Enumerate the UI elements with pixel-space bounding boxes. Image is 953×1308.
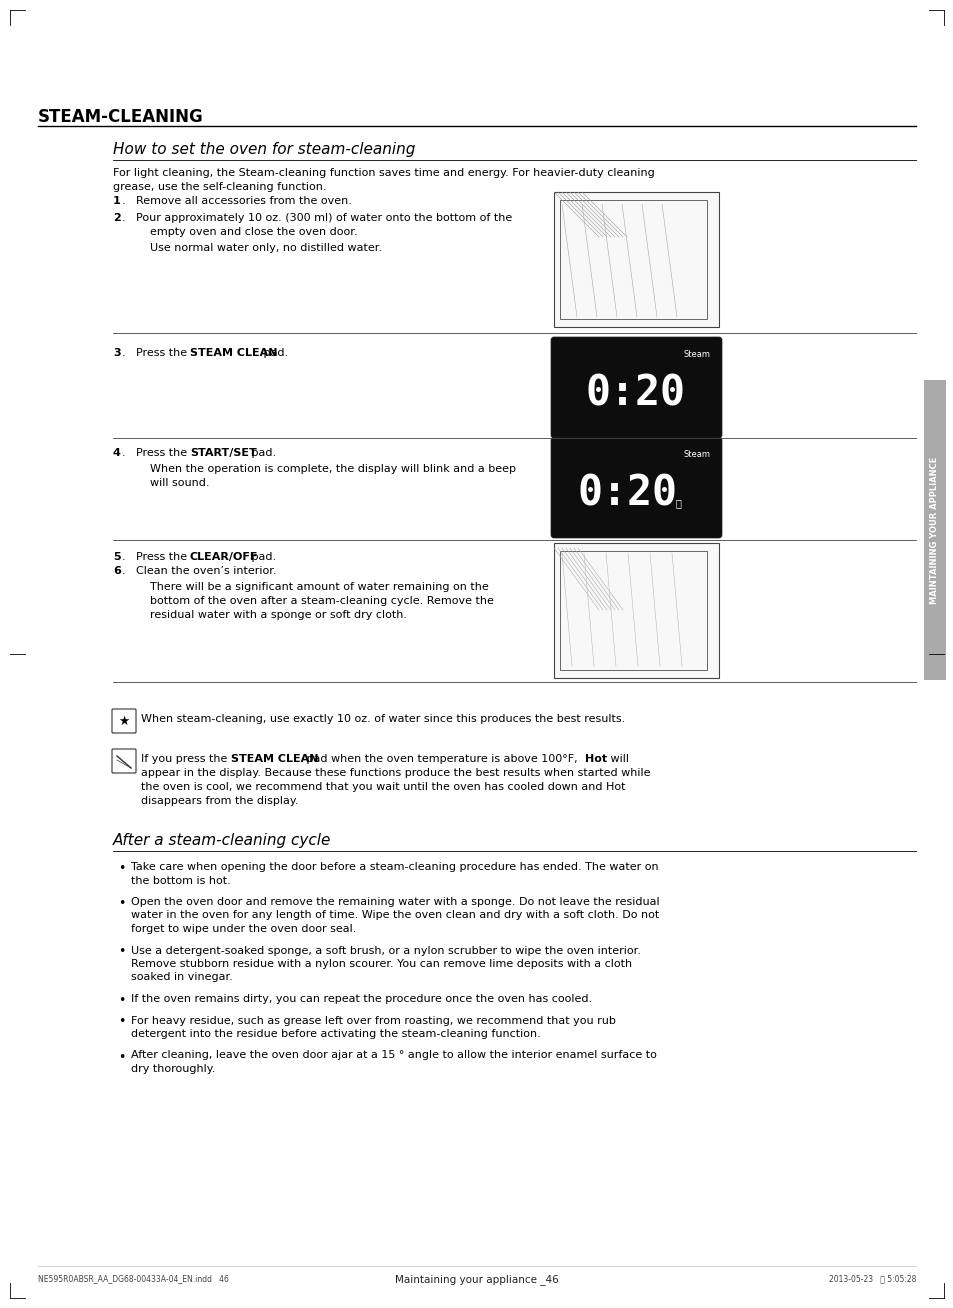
Text: MAINTAINING YOUR APPLIANCE: MAINTAINING YOUR APPLIANCE — [929, 456, 939, 604]
Text: •: • — [118, 862, 125, 875]
Text: Use a detergent-soaked sponge, a soft brush, or a nylon scrubber to wipe the ove: Use a detergent-soaked sponge, a soft br… — [131, 946, 640, 956]
Bar — [559, 551, 706, 670]
Text: forget to wipe under the oven door seal.: forget to wipe under the oven door seal. — [131, 923, 356, 934]
Text: grease, use the self-cleaning function.: grease, use the self-cleaning function. — [112, 182, 326, 192]
Text: pad when the oven temperature is above 100°F,: pad when the oven temperature is above 1… — [303, 753, 580, 764]
Text: Remove stubborn residue with a nylon scourer. You can remove lime deposits with : Remove stubborn residue with a nylon sco… — [131, 959, 632, 969]
Text: 6: 6 — [112, 566, 121, 576]
Text: 4: 4 — [112, 449, 121, 458]
Text: pad.: pad. — [260, 348, 288, 358]
Text: the oven is cool, we recommend that you wait until the oven has cooled down and : the oven is cool, we recommend that you … — [141, 782, 625, 793]
Text: NE595R0ABSR_AA_DG68-00433A-04_EN.indd   46: NE595R0ABSR_AA_DG68-00433A-04_EN.indd 46 — [38, 1274, 229, 1283]
Text: •: • — [118, 897, 125, 910]
Text: soaked in vinegar.: soaked in vinegar. — [131, 973, 233, 982]
Text: For heavy residue, such as grease left over from roasting, we recommend that you: For heavy residue, such as grease left o… — [131, 1015, 616, 1025]
Text: For light cleaning, the Steam-cleaning function saves time and energy. For heavi: For light cleaning, the Steam-cleaning f… — [112, 167, 654, 178]
Text: .: . — [122, 552, 126, 562]
Text: 2: 2 — [112, 213, 121, 222]
Text: Hot: Hot — [584, 753, 606, 764]
Text: •: • — [118, 1015, 125, 1028]
Text: If the oven remains dirty, you can repeat the procedure once the oven has cooled: If the oven remains dirty, you can repea… — [131, 994, 592, 1005]
Text: pad.: pad. — [248, 449, 275, 458]
Text: ★: ★ — [118, 714, 130, 727]
Text: Steam: Steam — [683, 450, 710, 459]
Text: bottom of the oven after a steam-cleaning cycle. Remove the: bottom of the oven after a steam-cleanin… — [150, 596, 494, 606]
FancyBboxPatch shape — [551, 437, 721, 538]
Text: Maintaining your appliance _46: Maintaining your appliance _46 — [395, 1274, 558, 1284]
Text: Open the oven door and remove the remaining water with a sponge. Do not leave th: Open the oven door and remove the remain… — [131, 897, 659, 906]
Bar — [923, 381, 945, 680]
Bar — [554, 192, 719, 327]
Text: Steam: Steam — [683, 351, 710, 358]
Text: empty oven and close the oven door.: empty oven and close the oven door. — [150, 228, 357, 237]
Bar — [554, 543, 719, 678]
Text: STEAM-CLEANING: STEAM-CLEANING — [38, 109, 204, 126]
Text: After cleaning, leave the oven door ajar at a 15 ° angle to allow the interior e: After cleaning, leave the oven door ajar… — [131, 1050, 657, 1061]
Text: residual water with a sponge or soft dry cloth.: residual water with a sponge or soft dry… — [150, 610, 407, 620]
Text: After a steam-cleaning cycle: After a steam-cleaning cycle — [112, 833, 331, 848]
Text: •: • — [118, 1050, 125, 1063]
Text: 3: 3 — [112, 348, 120, 358]
Text: will sound.: will sound. — [150, 477, 210, 488]
Text: Remove all accessories from the oven.: Remove all accessories from the oven. — [136, 196, 352, 205]
Text: STEAM CLEAN: STEAM CLEAN — [190, 348, 277, 358]
Text: •: • — [118, 994, 125, 1007]
Bar — [559, 200, 706, 319]
Text: Take care when opening the door before a steam-cleaning procedure has ended. The: Take care when opening the door before a… — [131, 862, 658, 872]
Text: START/SET: START/SET — [190, 449, 256, 458]
Text: disappears from the display.: disappears from the display. — [141, 797, 298, 806]
FancyBboxPatch shape — [112, 709, 136, 732]
Text: 1: 1 — [112, 196, 121, 205]
Text: .: . — [122, 196, 126, 205]
Text: the bottom is hot.: the bottom is hot. — [131, 875, 231, 886]
Text: How to set the oven for steam-cleaning: How to set the oven for steam-cleaning — [112, 143, 415, 157]
Text: Pour approximately 10 oz. (300 ml) of water onto the bottom of the: Pour approximately 10 oz. (300 ml) of wa… — [136, 213, 512, 222]
Text: Press the: Press the — [136, 552, 191, 562]
Text: Clean the oven’s interior.: Clean the oven’s interior. — [136, 566, 276, 576]
Text: •: • — [118, 946, 125, 959]
Text: appear in the display. Because these functions produce the best results when sta: appear in the display. Because these fun… — [141, 768, 650, 778]
Text: .: . — [122, 449, 126, 458]
Text: Press the: Press the — [136, 449, 191, 458]
FancyBboxPatch shape — [551, 337, 721, 438]
Text: There will be a significant amount of water remaining on the: There will be a significant amount of wa… — [150, 582, 488, 593]
Text: pad.: pad. — [248, 552, 275, 562]
Text: .: . — [122, 566, 126, 576]
Text: When the operation is complete, the display will blink and a beep: When the operation is complete, the disp… — [150, 464, 516, 473]
Text: will: will — [606, 753, 628, 764]
Text: ⚿: ⚿ — [675, 498, 680, 508]
Text: 0:20: 0:20 — [585, 371, 685, 415]
Text: CLEAR/OFF: CLEAR/OFF — [190, 552, 258, 562]
FancyBboxPatch shape — [112, 749, 136, 773]
Text: 0:20: 0:20 — [578, 472, 678, 514]
Text: If you press the: If you press the — [141, 753, 231, 764]
Text: .: . — [122, 348, 126, 358]
Text: Use normal water only, no distilled water.: Use normal water only, no distilled wate… — [150, 243, 381, 252]
Text: dry thoroughly.: dry thoroughly. — [131, 1063, 215, 1074]
Text: STEAM CLEAN: STEAM CLEAN — [231, 753, 318, 764]
Text: Press the: Press the — [136, 348, 191, 358]
Text: 2013-05-23   Ⓡ 5:05:28: 2013-05-23 Ⓡ 5:05:28 — [828, 1274, 915, 1283]
Text: water in the oven for any length of time. Wipe the oven clean and dry with a sof: water in the oven for any length of time… — [131, 910, 659, 921]
Text: 5: 5 — [112, 552, 120, 562]
Text: .: . — [122, 213, 126, 222]
Text: detergent into the residue before activating the steam-cleaning function.: detergent into the residue before activa… — [131, 1029, 540, 1039]
Text: When steam-cleaning, use exactly 10 oz. of water since this produces the best re: When steam-cleaning, use exactly 10 oz. … — [141, 714, 624, 725]
